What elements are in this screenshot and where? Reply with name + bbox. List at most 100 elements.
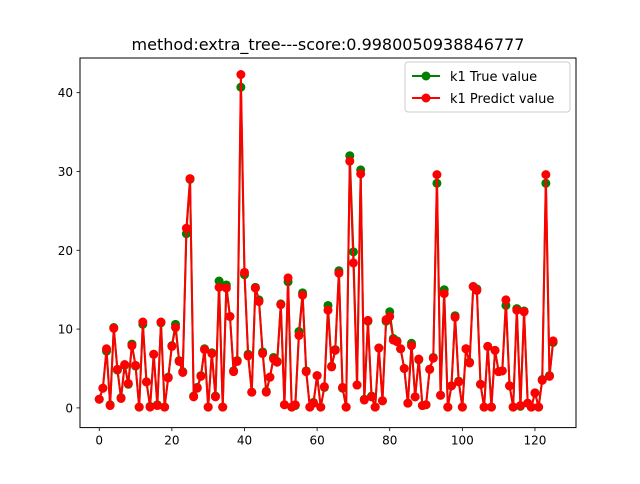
data-point — [243, 351, 253, 361]
data-point — [145, 402, 155, 412]
legend: k1 True value k1 Predict value — [404, 61, 571, 113]
data-point — [483, 341, 493, 351]
data-point — [490, 345, 500, 355]
data-point — [261, 387, 271, 397]
data-point — [312, 371, 322, 381]
data-point — [341, 402, 351, 412]
data-point — [94, 394, 104, 404]
data-point — [109, 323, 119, 333]
data-point — [127, 341, 137, 351]
data-point — [454, 377, 464, 387]
data-point — [428, 353, 438, 363]
data-point — [138, 317, 148, 327]
data-point — [367, 392, 377, 402]
y-tick-label: 0 — [65, 401, 73, 415]
data-point — [152, 401, 162, 411]
data-point — [407, 341, 417, 351]
data-point — [171, 323, 180, 333]
data-point — [316, 402, 326, 412]
data-point — [301, 367, 311, 377]
data-point — [156, 317, 166, 327]
axis-ticks: 0 20 40 60 80 100 120 0 10 20 30 40 — [58, 86, 547, 447]
data-point — [359, 395, 369, 405]
data-point — [436, 390, 446, 400]
data-point — [167, 341, 177, 351]
data-point — [374, 343, 384, 353]
y-tick-label: 20 — [58, 244, 73, 258]
data-point — [160, 402, 170, 412]
data-point — [239, 267, 249, 277]
data-point — [134, 402, 144, 412]
data-point — [279, 400, 289, 410]
data-point — [534, 402, 544, 412]
data-point — [163, 373, 173, 383]
data-point — [410, 392, 420, 402]
data-point — [334, 268, 344, 278]
data-point — [290, 400, 300, 410]
legend-label-true: k1 True value — [450, 70, 537, 85]
data-point — [421, 400, 431, 410]
data-point — [131, 360, 141, 370]
x-tick-label: 20 — [164, 434, 179, 448]
data-point — [105, 401, 115, 411]
data-point — [254, 297, 264, 307]
data-point — [207, 349, 217, 359]
x-tick-label: 80 — [382, 434, 397, 448]
data-point — [519, 307, 529, 317]
data-point — [330, 345, 340, 355]
data-point — [327, 362, 337, 372]
data-point — [526, 402, 536, 412]
axes-frame — [79, 57, 577, 429]
data-point — [497, 366, 507, 376]
data-point — [348, 258, 358, 268]
data-point — [236, 70, 246, 80]
data-point — [544, 371, 554, 381]
data-point — [174, 356, 184, 366]
data-point — [229, 367, 239, 377]
data-point — [265, 372, 275, 382]
data-point — [221, 283, 231, 293]
data-point — [479, 402, 489, 412]
chart-title: method:extra_tree---score:0.998005093884… — [132, 35, 525, 55]
data-point — [486, 402, 496, 412]
data-point — [218, 402, 228, 412]
data-point — [425, 364, 435, 374]
data-point — [363, 315, 373, 325]
legend-marker-true — [421, 71, 431, 81]
data-point — [214, 276, 224, 286]
data-point — [512, 305, 522, 315]
data-point — [189, 392, 199, 402]
data-point — [338, 382, 348, 392]
data-point — [258, 349, 268, 359]
data-point — [102, 344, 112, 354]
data-point — [232, 356, 242, 366]
data-point — [200, 345, 210, 355]
data-point — [414, 354, 424, 364]
data-point — [439, 289, 449, 299]
data-point — [446, 381, 456, 391]
data-point — [515, 401, 525, 411]
data-point — [294, 330, 304, 340]
y-tick-label: 10 — [58, 323, 73, 337]
data-point — [308, 398, 318, 408]
data-point — [112, 364, 122, 374]
data-point — [537, 375, 547, 385]
data-point — [250, 283, 260, 293]
data-point — [457, 402, 467, 412]
data-point — [276, 300, 286, 310]
x-tick-label: 120 — [524, 434, 547, 448]
data-point — [272, 357, 282, 367]
y-tick-label: 30 — [58, 165, 73, 179]
data-point — [181, 223, 191, 233]
data-point — [352, 380, 362, 390]
data-point — [370, 402, 380, 412]
data-point — [203, 402, 213, 412]
data-point — [508, 402, 518, 412]
data-point — [356, 169, 366, 179]
data-point — [98, 383, 108, 393]
data-point — [247, 387, 257, 397]
data-point — [392, 337, 402, 347]
x-tick-label: 100 — [451, 434, 474, 448]
